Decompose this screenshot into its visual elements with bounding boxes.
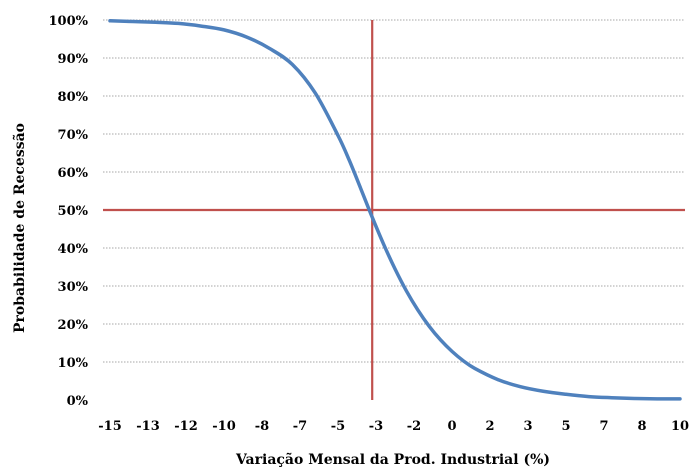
y-tick-label: 80% <box>58 90 89 105</box>
y-tick-label: 20% <box>58 318 89 333</box>
gridlines <box>103 19 685 363</box>
x-tick-label: 5 <box>561 419 570 434</box>
x-tick-label: -13 <box>136 419 160 434</box>
x-tick-label: 10 <box>671 419 689 434</box>
y-axis-title: Probabilidade de Recessão <box>11 123 28 333</box>
x-tick-label: -15 <box>98 419 122 434</box>
x-tick-label: -5 <box>331 419 345 434</box>
x-tick-labels: -15 -13 -12 -10 -8 -7 -5 -3 -2 0 2 3 5 7 8 10 <box>98 419 689 434</box>
series-line <box>108 19 682 401</box>
x-tick-label: -12 <box>174 419 198 434</box>
x-tick-label: -3 <box>369 419 383 434</box>
x-axis-title: Variação Mensal da Prod. Industrial (%) <box>235 451 550 468</box>
y-tick-label: 30% <box>58 280 89 295</box>
x-tick-label: 0 <box>447 419 456 434</box>
y-tick-label: 60% <box>58 166 89 181</box>
x-tick-label: -8 <box>255 419 269 434</box>
x-tick-label: 2 <box>485 419 494 434</box>
y-tick-label: 40% <box>58 242 89 257</box>
x-tick-label: 3 <box>523 419 532 434</box>
x-tick-label: -7 <box>293 419 307 434</box>
y-tick-label: 50% <box>58 204 89 219</box>
x-tick-label: -2 <box>407 419 421 434</box>
reference-lines <box>103 20 685 400</box>
series-layer <box>108 19 682 401</box>
x-tick-label: -10 <box>212 419 236 434</box>
y-tick-label: 10% <box>58 356 89 371</box>
x-tick-label: 7 <box>599 419 608 434</box>
y-tick-label: 90% <box>58 52 89 67</box>
y-tick-labels: 0% 10% 20% 30% 40% 50% 60% 70% 80% 90% 100% <box>49 14 89 409</box>
y-tick-label: 70% <box>58 128 89 143</box>
y-tick-label: 100% <box>49 14 89 29</box>
x-tick-label: 8 <box>637 419 646 434</box>
y-tick-label: 0% <box>67 394 89 409</box>
